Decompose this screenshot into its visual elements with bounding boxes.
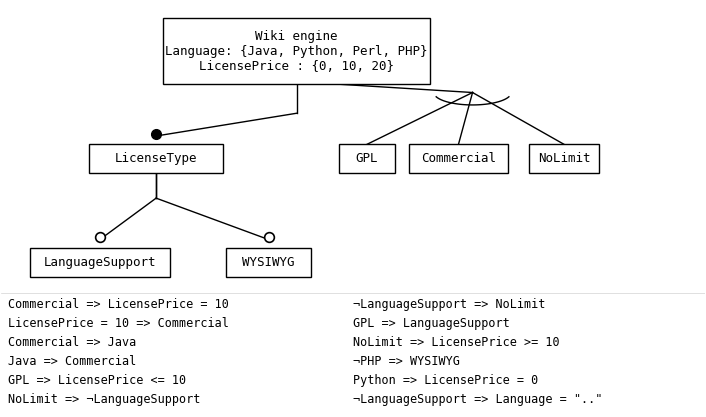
Text: NoLimit => ¬LanguageSupport: NoLimit => ¬LanguageSupport [8, 393, 201, 406]
Text: LanguageSupport: LanguageSupport [44, 256, 156, 269]
Text: LicensePrice = 10 => Commercial: LicensePrice = 10 => Commercial [8, 317, 229, 329]
Text: ¬PHP => WYSIWYG: ¬PHP => WYSIWYG [353, 355, 460, 368]
Text: Commercial => LicensePrice = 10: Commercial => LicensePrice = 10 [8, 298, 229, 311]
Text: GPL => LanguageSupport: GPL => LanguageSupport [353, 317, 510, 329]
FancyBboxPatch shape [339, 144, 395, 173]
Text: GPL: GPL [356, 152, 378, 165]
FancyBboxPatch shape [163, 18, 431, 84]
FancyBboxPatch shape [227, 248, 311, 277]
Text: Wiki engine
Language: {Java, Python, Perl, PHP}
LicensePrice : {0, 10, 20}: Wiki engine Language: {Java, Python, Per… [165, 30, 428, 73]
Text: GPL => LicensePrice <= 10: GPL => LicensePrice <= 10 [8, 374, 186, 387]
FancyBboxPatch shape [30, 248, 170, 277]
Text: WYSIWYG: WYSIWYG [242, 256, 295, 269]
Text: ¬LanguageSupport => NoLimit: ¬LanguageSupport => NoLimit [353, 298, 545, 311]
Text: ¬LanguageSupport => Language = "..": ¬LanguageSupport => Language = ".." [353, 393, 602, 406]
Text: Python => LicensePrice = 0: Python => LicensePrice = 0 [353, 374, 538, 387]
FancyBboxPatch shape [529, 144, 599, 173]
Text: NoLimit => LicensePrice >= 10: NoLimit => LicensePrice >= 10 [353, 336, 560, 349]
Text: LicenseType: LicenseType [115, 152, 198, 165]
FancyBboxPatch shape [89, 144, 223, 173]
Text: Java => Commercial: Java => Commercial [8, 355, 137, 368]
Text: Commercial: Commercial [421, 152, 496, 165]
Text: Commercial => Java: Commercial => Java [8, 336, 137, 349]
Text: NoLimit: NoLimit [538, 152, 590, 165]
FancyBboxPatch shape [409, 144, 508, 173]
